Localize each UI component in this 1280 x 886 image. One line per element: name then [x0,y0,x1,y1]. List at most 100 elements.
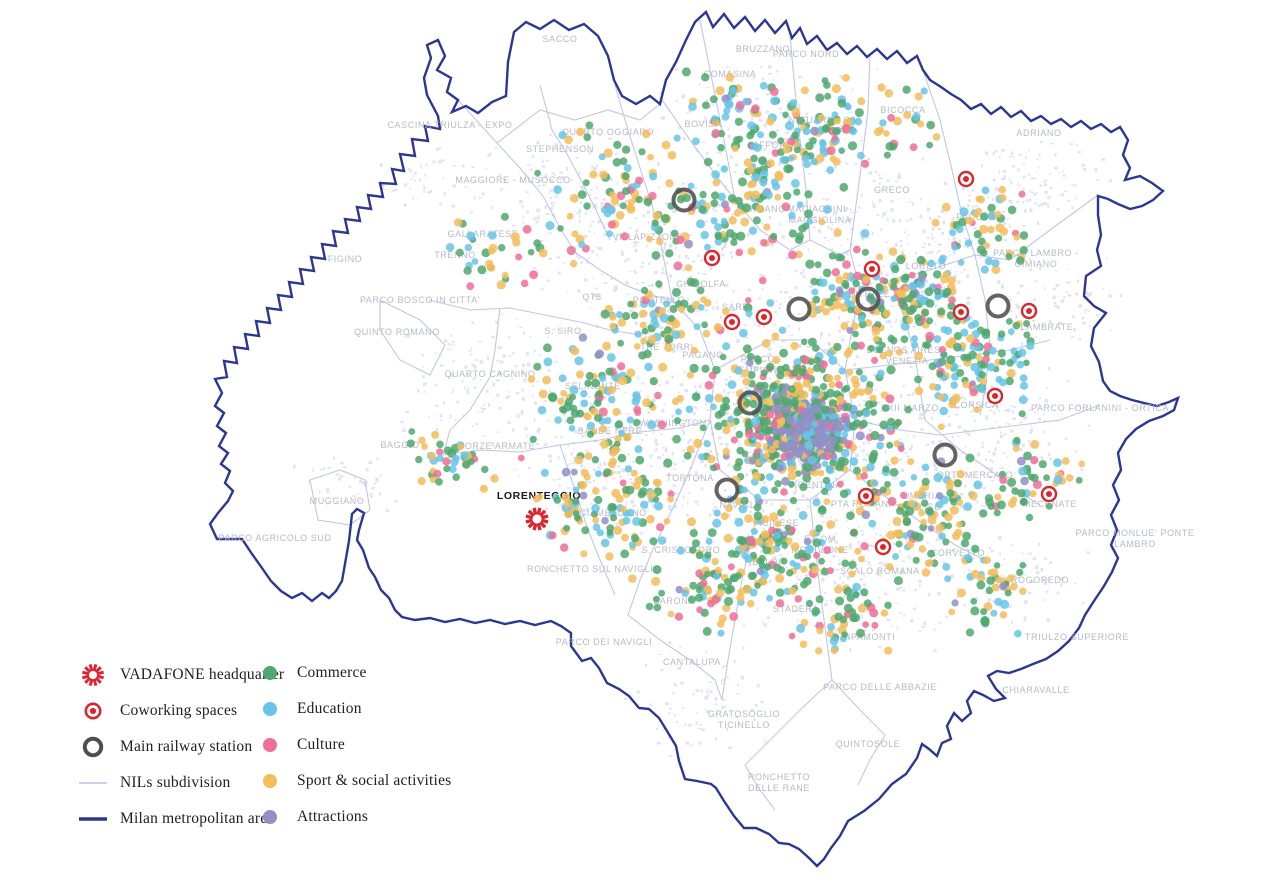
nil-label: MAGGIORE - MUSOCCO [455,175,570,185]
legend-label: Culture [297,736,345,753]
railway-ring-icon [82,736,104,758]
nil-label: GALLARATESE [448,229,519,239]
nil-label: QUARTO OGGIARO [562,127,654,137]
nil-label: BARONA [653,596,695,606]
nil-label-line2: SEMPIONE [732,365,784,375]
poi-dot-cluster-5 [746,125,849,192]
coworking-marker [1020,302,1038,320]
railway-station-marker [855,286,881,312]
railway-station-marker [786,296,812,322]
nil-label: CANTALUPA [663,657,721,667]
legend-label: NILs subdivision [120,774,231,791]
nil-label: SCALO ROMANA [840,566,920,576]
legend-label: Commerce [297,664,367,681]
attractions-dot-icon [263,810,277,824]
nil-label: STADERA [773,604,819,614]
legend-item-coworking-spaces: Coworking spaces [78,693,284,729]
legend-item-attractions: Attractions [255,799,451,835]
nil-label: TORTONA [666,473,714,483]
poi-dot-cluster-1 [534,121,709,268]
poi-dot-cluster-14 [687,504,869,613]
nil-label: CENTRALE [838,289,891,299]
nil-label: FIGINO [328,254,363,264]
poi-dot-cluster-8 [807,245,957,356]
legend-column-categories: Commerce Education Culture Sport & social a… [255,655,451,835]
nil-label-line2: DELLE RANE [748,783,810,793]
nil-label: SACCO [542,34,577,44]
nil-label: FORZE ARMATE [459,441,536,451]
nil-label: MUGGIANO [310,496,365,506]
commerce-dot-icon [255,660,285,686]
nil-label: GRATOSOGLIO [708,709,780,719]
nil-label: BOVISA [684,119,721,129]
nils-line-icon [78,770,108,796]
legend-label: Sport & social activities [297,772,452,789]
nil-label: WASHINGTON [639,418,707,428]
legend-label: Coworking spaces [120,702,238,719]
vodafone-hq-marker [525,507,549,531]
nil-label: MACIACHINI - [787,204,853,214]
culture-dot-icon [263,738,277,752]
railway-ring-icon [78,734,108,760]
nil-label: CORSICA [953,400,998,410]
nil-label: QUINTO ROMANO [354,327,440,337]
poi-dot-cluster-11 [533,455,674,561]
sport-dot-icon [263,774,277,788]
nil-label: S. SIRO [544,326,581,336]
poi-dot-cluster-13 [445,212,548,291]
coworking-spaces [703,170,1058,556]
nil-label: RONCHETTO SUL NAVIGLIO [527,564,661,574]
railway-station-marker [985,293,1011,319]
nil-label: PORTELLO [633,295,686,305]
metro-line-icon [79,817,107,821]
nil-label: TRENNO [434,250,476,260]
nil-label: TRIULZO SUPERIORE [1025,632,1129,642]
legend-label: Attractions [297,808,369,825]
legend-item-sport-social-activities: Sport & social activities [255,763,451,799]
railway-station-marker [714,477,740,503]
coworking-marker [957,170,975,188]
nil-label: BRUZZANO [736,44,790,54]
nil-label: STEPHENSON [526,144,594,154]
coworking-marker [986,387,1004,405]
coworking-marker [857,487,875,505]
metro-line-icon [78,806,108,832]
railway-station-marker [671,187,697,213]
coworking-target-icon [84,702,102,720]
nil-label: CORVETTO [931,548,985,558]
nil-label-line2: LAMBRO [1114,539,1156,549]
legend-item-nils-subdivision: NILs subdivision [78,765,284,801]
nil-label: ORTOMERCATO [937,470,1013,480]
railway-station-marker [932,442,958,468]
nil-label: AFFORI [753,140,790,150]
nils-line-icon [79,782,107,784]
nil-label: QUARTO CAGNINO [444,369,535,379]
culture-dot-icon [255,732,285,758]
nil-label: RONCHETTO [748,772,810,782]
nil-label: QT8 [582,292,601,302]
coworking-marker [952,303,970,321]
nil-label: RIPAMONTI [841,632,896,642]
legend-item-main-railway-station: Main railway station [78,729,284,765]
nil-label: CHIARAVALLE [1002,685,1069,695]
commerce-dot-icon [263,666,277,680]
poi-dot-cluster-6 [931,185,1029,275]
nil-label: GRECO [874,185,910,195]
legend-item-vadafone-headquarter: VADAFONE headquarter [78,657,284,693]
poi-dot-cluster-22 [774,404,848,465]
attractions-dot-icon [255,804,285,830]
nil-label: ADRIANO [1016,128,1061,138]
nil-label: PARCO MONLUE' PONTE [1076,528,1195,538]
poi-dot-cluster-12 [406,428,499,493]
nil-label-line2: VENEZIA [886,356,929,366]
nil-label: SARPI [722,302,752,312]
legend-item-milan-metropolitan-area: Milan metropolitan area [78,801,284,837]
legend-label: VADAFONE headquarter [120,666,285,683]
legend-label: Milan metropolitan area [120,810,275,827]
nil-label-line2: CIMIANO [1015,259,1058,269]
nil-label: PARCO DEI NAVIGLI [556,637,652,647]
nil-label: GHISOLFA [676,279,726,289]
poi-dot-cluster-18 [788,580,893,655]
